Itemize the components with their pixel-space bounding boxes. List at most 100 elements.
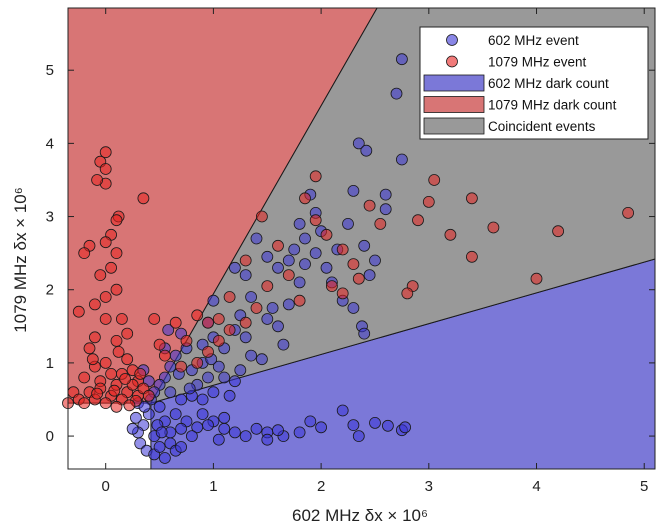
point-602-mhz-event-103 xyxy=(158,452,171,464)
point-1079-mhz-event-38 xyxy=(309,170,322,183)
point-1079-mhz-event-41 xyxy=(158,349,171,362)
legend-swatch-1079-mhz-event xyxy=(446,55,458,68)
y-tick-label-3: 3 xyxy=(46,209,54,226)
y-tick-label-0: 0 xyxy=(46,428,54,445)
legend-label-1079-mhz-dark-count: 1079 MHz dark count xyxy=(488,98,617,113)
point-602-mhz-event-120 xyxy=(255,353,268,366)
legend-swatch-coincident-events xyxy=(423,117,485,135)
legend-swatch-1079-mhz-dark-count xyxy=(423,96,485,113)
point-602-mhz-event-37 xyxy=(272,320,284,333)
point-1079-mhz-event-5 xyxy=(137,192,150,205)
y-tick-label-2: 2 xyxy=(46,282,54,299)
point-602-mhz-event-61 xyxy=(175,393,188,406)
point-1079-mhz-event-50 xyxy=(239,254,252,267)
y-axis-label: 1079 MHz δx × 10⁶ xyxy=(11,187,30,332)
point-602-mhz-event-65 xyxy=(218,371,231,384)
point-1079-mhz-event-23 xyxy=(83,342,96,355)
point-1079-mhz-event-19 xyxy=(116,313,128,325)
point-602-mhz-event-30 xyxy=(245,291,258,303)
point-1079-mhz-event-100 xyxy=(134,367,147,380)
point-1079-mhz-event-102 xyxy=(123,399,136,412)
point-1079-mhz-event-45 xyxy=(202,316,214,329)
point-602-mhz-event-115 xyxy=(309,247,322,260)
legend-label-602-mhz-event: 602 MHz event xyxy=(488,33,579,48)
point-602-mhz-event-79 xyxy=(212,433,225,446)
point-1079-mhz-event-94 xyxy=(99,356,112,369)
point-1079-mhz-event-43 xyxy=(180,334,193,347)
point-602-mhz-event-32 xyxy=(299,258,311,271)
x-tick-label-3: 3 xyxy=(425,478,433,495)
point-1079-mhz-event-62 xyxy=(282,269,295,282)
point-602-mhz-event-40 xyxy=(239,331,252,344)
point-602-mhz-event-102 xyxy=(153,441,166,453)
point-1079-mhz-event-24 xyxy=(110,334,123,347)
point-602-mhz-event-89 xyxy=(175,422,188,435)
point-602-mhz-event-85 xyxy=(196,408,209,421)
point-602-mhz-event-8 xyxy=(363,269,376,282)
point-1079-mhz-event-84 xyxy=(99,397,112,410)
point-602-mhz-event-36 xyxy=(282,298,295,311)
point-1079-mhz-event-4 xyxy=(91,174,103,186)
point-1079-mhz-event-1 xyxy=(99,146,112,159)
point-602-mhz-event-6 xyxy=(379,203,392,216)
point-602-mhz-event-82 xyxy=(218,411,231,424)
point-602-mhz-event-35 xyxy=(347,302,360,314)
point-1079-mhz-event-16 xyxy=(99,291,112,303)
x-tick-label-5: 5 xyxy=(640,478,648,495)
point-1079-mhz-event-69 xyxy=(191,356,204,369)
point-1079-mhz-event-56 xyxy=(336,243,349,256)
point-602-mhz-event-80 xyxy=(261,433,274,446)
point-602-mhz-event-13 xyxy=(347,419,360,432)
point-1079-mhz-event-66 xyxy=(212,334,225,347)
point-1079-mhz-event-37 xyxy=(401,287,414,300)
point-602-mhz-event-106 xyxy=(175,441,188,453)
point-602-mhz-event-48 xyxy=(202,371,214,384)
x-axis-label: 602 MHz δx × 10⁶ xyxy=(292,506,428,525)
point-1079-mhz-event-57 xyxy=(363,199,376,212)
point-602-mhz-event-126 xyxy=(183,382,196,395)
point-602-mhz-event-72 xyxy=(293,426,306,439)
point-602-mhz-event-121 xyxy=(223,389,236,402)
point-1079-mhz-event-70 xyxy=(121,353,134,366)
point-602-mhz-event-26 xyxy=(261,250,274,263)
point-1079-mhz-event-101 xyxy=(112,345,125,358)
point-1079-mhz-event-65 xyxy=(223,291,236,303)
point-602-mhz-event-12 xyxy=(336,404,349,417)
point-602-mhz-event-122 xyxy=(234,364,247,377)
x-tick-label-4: 4 xyxy=(532,478,540,495)
point-1079-mhz-event-58 xyxy=(374,217,387,230)
point-1079-mhz-event-12 xyxy=(110,247,123,260)
point-602-mhz-event-86 xyxy=(191,421,204,434)
y-tick-label-5: 5 xyxy=(46,62,54,79)
point-602-mhz-event-11 xyxy=(358,327,371,340)
point-602-mhz-event-28 xyxy=(239,269,252,282)
point-602-mhz-event-17 xyxy=(399,421,412,434)
point-602-mhz-event-66 xyxy=(228,375,241,388)
point-1079-mhz-event-92 xyxy=(110,400,123,413)
point-602-mhz-event-87 xyxy=(185,430,198,443)
point-602-mhz-event-98 xyxy=(129,411,142,424)
point-602-mhz-event-112 xyxy=(155,426,168,439)
x-tick-label-1: 1 xyxy=(209,478,217,495)
point-1079-mhz-event-40 xyxy=(169,316,182,329)
point-1079-mhz-event-47 xyxy=(223,324,236,336)
point-602-mhz-event-5 xyxy=(347,184,360,197)
point-1079-mhz-event-51 xyxy=(261,280,274,293)
point-602-mhz-event-90 xyxy=(169,408,182,421)
point-1079-mhz-event-60 xyxy=(325,280,338,293)
point-602-mhz-event-111 xyxy=(126,422,139,435)
y-tick-label-1: 1 xyxy=(46,355,54,372)
point-1079-mhz-event-31 xyxy=(465,250,478,263)
point-1079-mhz-event-95 xyxy=(119,373,131,385)
point-1079-mhz-event-103 xyxy=(86,353,99,366)
point-1079-mhz-event-46 xyxy=(212,313,225,325)
point-602-mhz-event-14 xyxy=(369,416,381,429)
point-602-mhz-event-93 xyxy=(153,400,166,413)
legend-swatch-602-mhz-event xyxy=(446,34,458,46)
point-602-mhz-event-0 xyxy=(395,53,408,66)
point-602-mhz-event-45 xyxy=(212,360,225,373)
point-1079-mhz-event-21 xyxy=(121,327,134,340)
point-602-mhz-event-113 xyxy=(266,302,279,314)
point-1079-mhz-event-67 xyxy=(336,287,349,300)
